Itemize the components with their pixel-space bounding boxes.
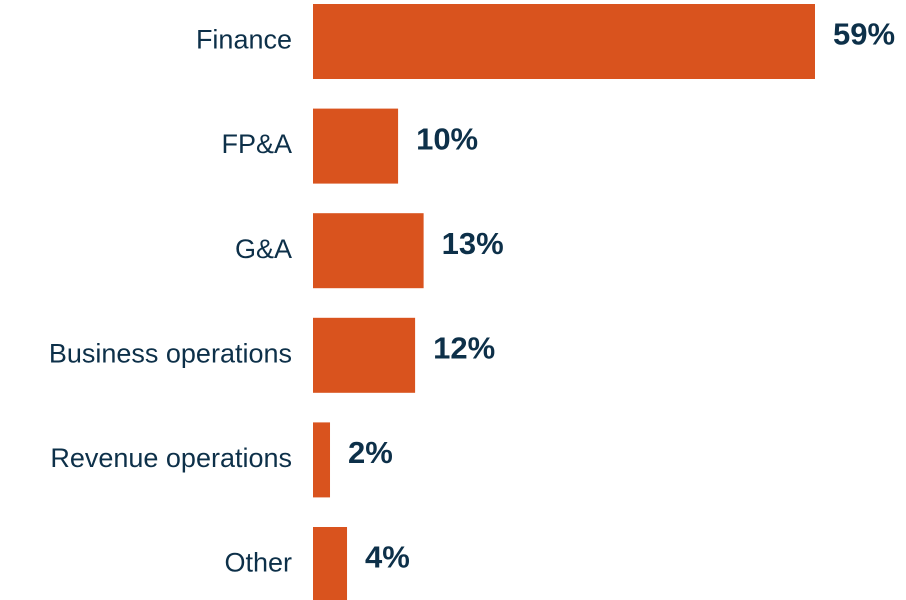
bar — [313, 108, 399, 184]
value-label: 59% — [833, 17, 895, 52]
value-label: 2% — [348, 435, 393, 470]
bar — [313, 422, 331, 498]
category-label: Revenue operations — [50, 443, 292, 473]
category-label: Other — [224, 548, 292, 578]
bar — [313, 317, 416, 393]
bar — [313, 213, 424, 289]
category-label: Business operations — [49, 338, 292, 368]
value-label: 12% — [433, 330, 495, 365]
value-label: 10% — [416, 121, 478, 156]
value-label: 13% — [442, 226, 504, 261]
category-label: FP&A — [221, 129, 292, 159]
category-label: Finance — [196, 25, 292, 55]
value-label: 4% — [365, 540, 410, 575]
bar — [313, 527, 348, 600]
category-label: G&A — [235, 234, 292, 264]
bar — [313, 4, 815, 79]
